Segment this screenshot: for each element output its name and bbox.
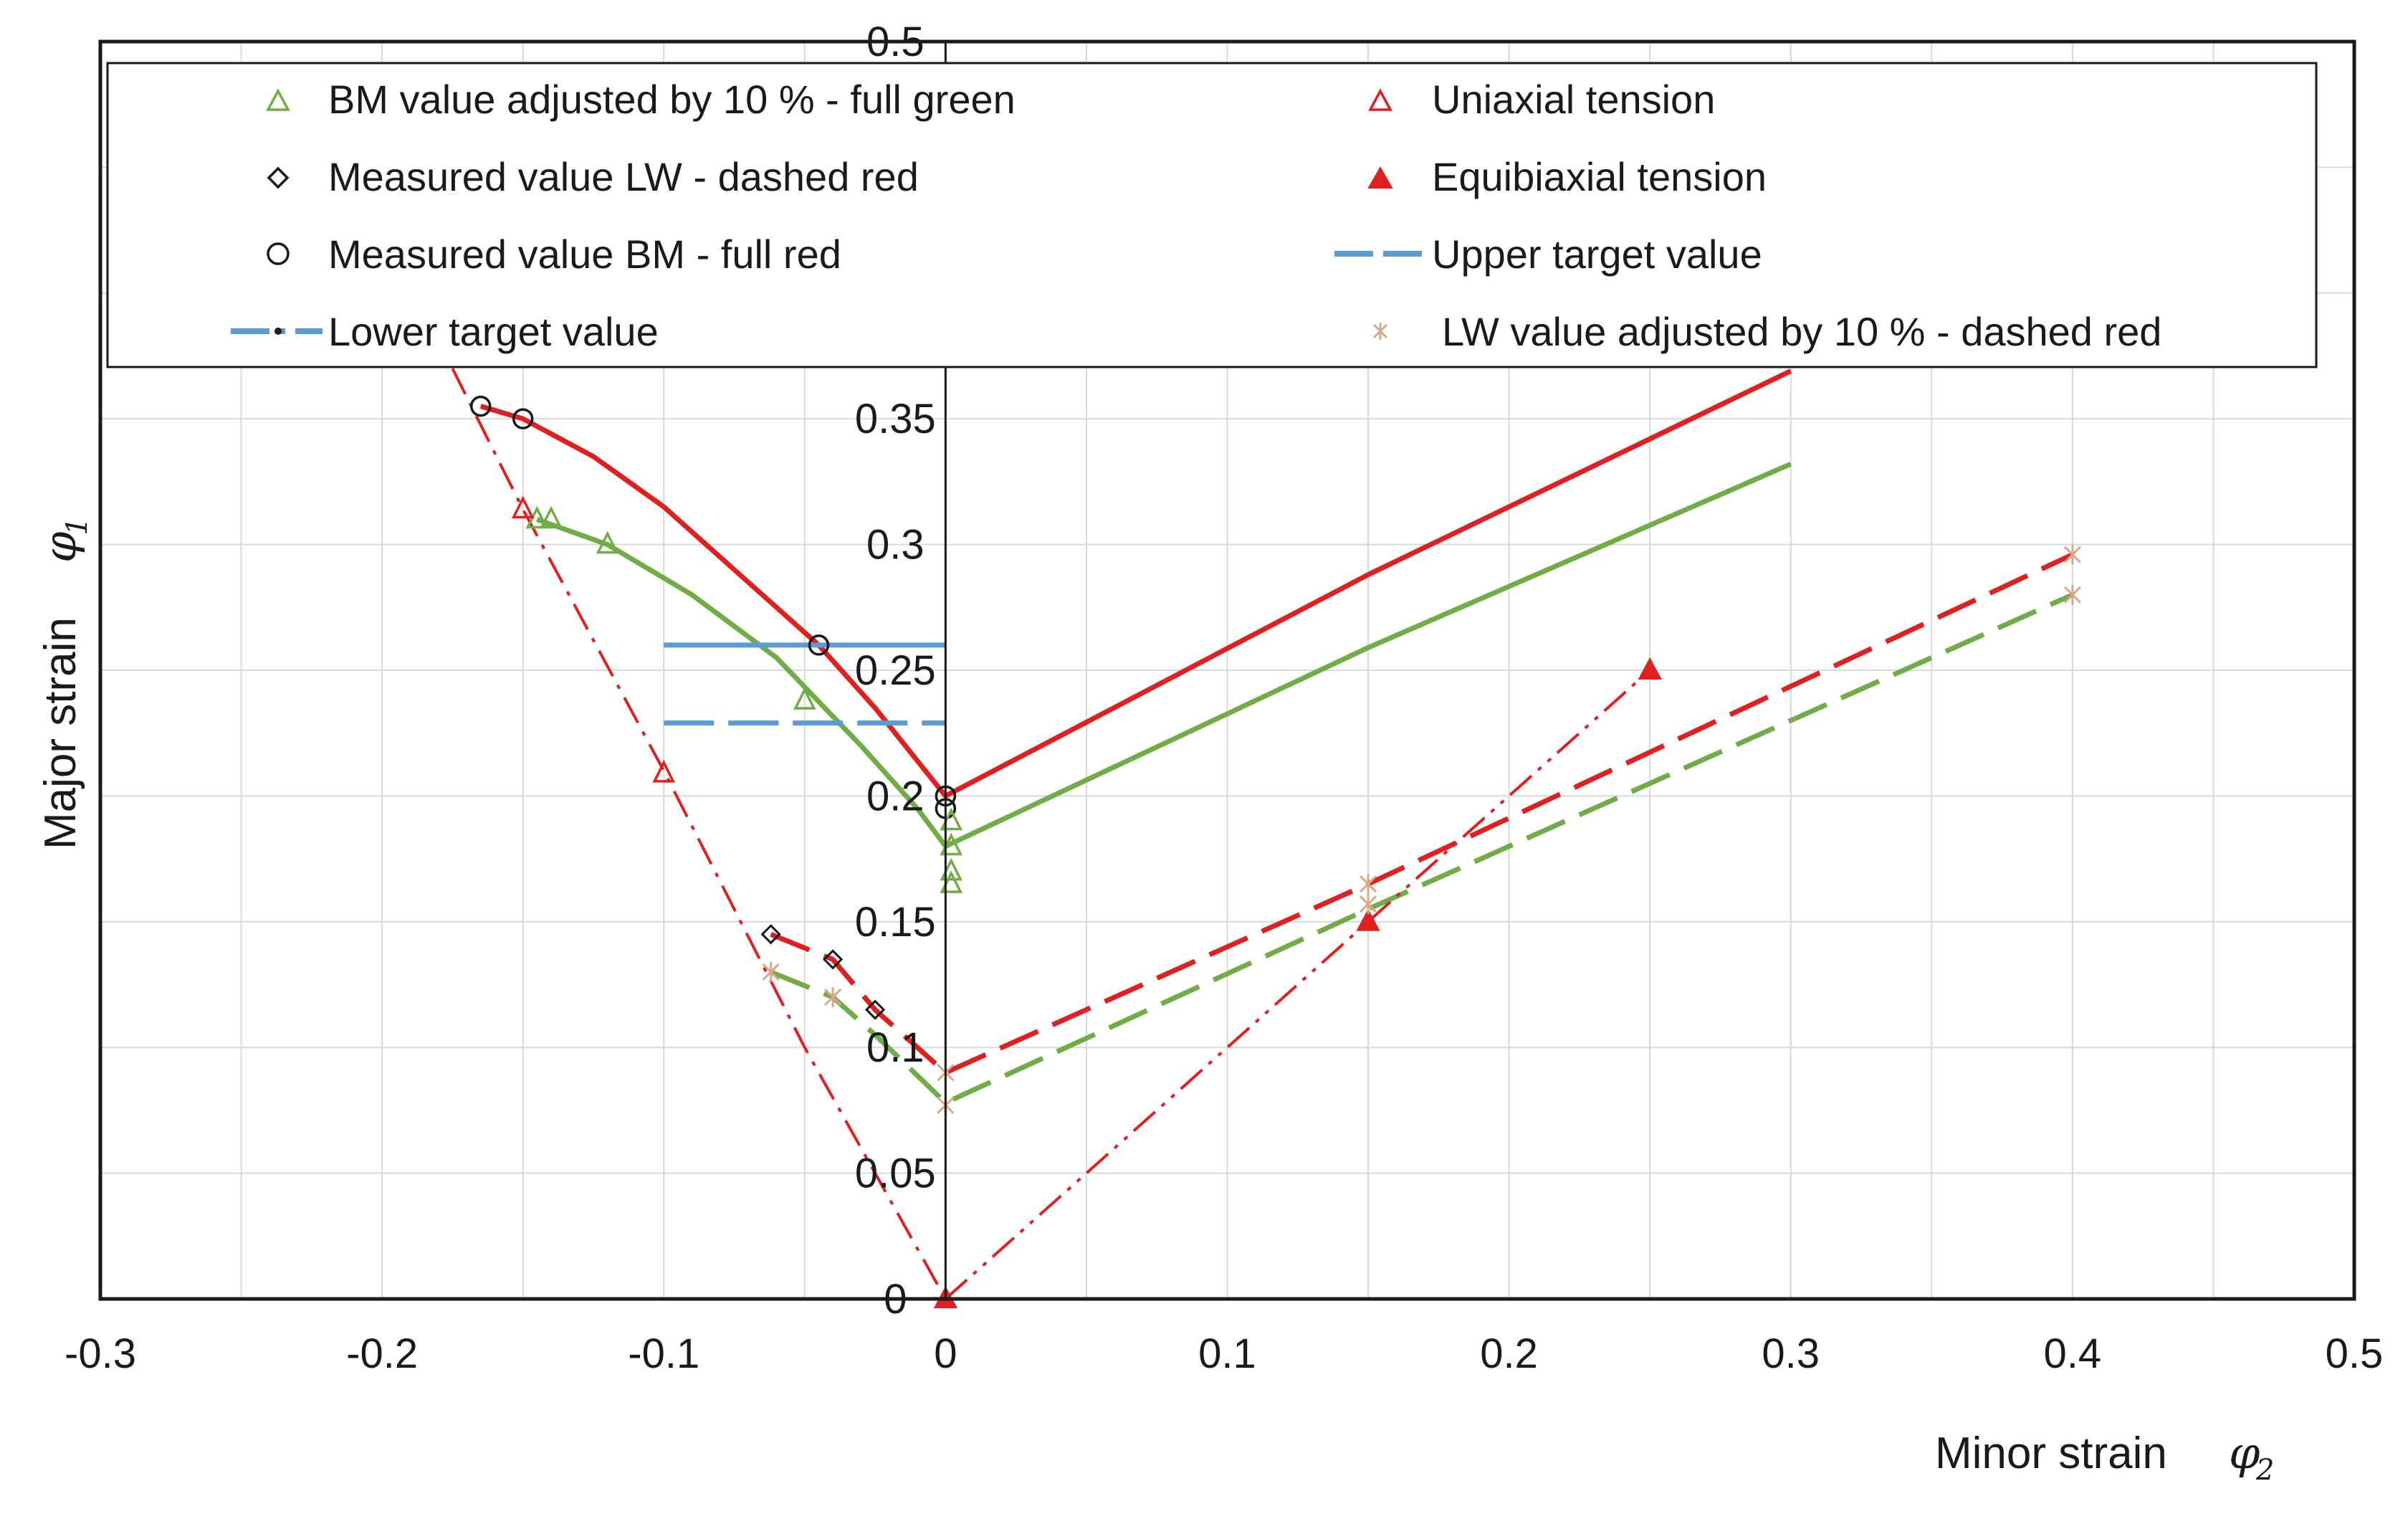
series-line-2 xyxy=(770,552,2074,1075)
y-axis-subscript: 1 xyxy=(61,518,94,535)
y-tick-label: 0.15 xyxy=(855,899,936,946)
marker-bm-adjusted xyxy=(540,505,563,529)
marker-bm-measured xyxy=(512,408,534,429)
legend-label-lw-measured: Measured value LW - dashed red xyxy=(328,154,919,199)
legend-label-lw-adjusted: LW value adjusted by 10 % - dashed red xyxy=(1442,309,2161,354)
x-tick-label: 0.2 xyxy=(1480,1330,1538,1377)
x-tick-label: 0 xyxy=(934,1330,957,1377)
tick-labels: -0.3 -0.2 -0.1 0 0.1 0.2 0.3 0.4 0.5 0 0.05 0.1 0.15… xyxy=(64,19,2383,1377)
marker-group xyxy=(469,395,2081,1308)
legend: BM value adjusted by 10 % - full green U… xyxy=(106,62,2318,368)
series-line-0 xyxy=(479,368,1792,799)
marker-lw-measured xyxy=(823,949,844,970)
marker-lw-adjusted xyxy=(1360,874,1377,895)
marker-lw-measured xyxy=(760,924,781,945)
x-axis-symbol: φ xyxy=(2229,1427,2260,1479)
y-tick-label: 0.5 xyxy=(866,19,924,65)
y-tick-label: 0.3 xyxy=(866,522,924,568)
marker-lw-measured xyxy=(864,999,886,1020)
marker-lw-adjusted xyxy=(2063,544,2081,565)
x-axis-subscript: 2 xyxy=(2255,1454,2274,1487)
y-tick-label: 0.1 xyxy=(866,1024,924,1071)
x-tick-label: -0.3 xyxy=(64,1330,136,1377)
y-tick-label: 0.35 xyxy=(855,396,936,442)
legend-label-equibiaxial: Equibiaxial tension xyxy=(1432,154,1767,199)
x-tick-label: -0.1 xyxy=(628,1330,699,1377)
x-axis-title: Minor strain xyxy=(1935,1429,2167,1478)
series-line-4 xyxy=(451,368,947,1300)
y-tick-label: 0.05 xyxy=(855,1151,936,1197)
x-tick-label: 0.3 xyxy=(1762,1330,1820,1377)
legend-icon-lw-measured xyxy=(267,166,290,189)
y-axis-symbol: φ xyxy=(34,531,86,563)
legend-icon-bm-measured xyxy=(267,242,290,265)
legend-icon-equibiaxial xyxy=(1367,166,1393,189)
marker-equibiaxial xyxy=(1638,657,1662,680)
y-axis-title: Major strain xyxy=(36,617,85,849)
legend-icon-uniaxial xyxy=(1368,88,1392,111)
marker-equibiaxial xyxy=(1356,908,1380,931)
plot-frame xyxy=(98,39,2356,1301)
series-group xyxy=(451,368,2074,1300)
x-tick-label: 0.4 xyxy=(2044,1330,2102,1377)
marker-lw-adjusted xyxy=(1360,894,1377,915)
marker-bm-measured xyxy=(469,395,492,417)
legend-icon-lw-adjusted xyxy=(1372,323,1388,340)
y-tick-label: 0.25 xyxy=(855,647,936,694)
series-line-5 xyxy=(945,669,1651,1300)
series-line-1 xyxy=(536,462,1792,849)
x-tick-label: 0.1 xyxy=(1198,1330,1256,1377)
marker-bm-adjusted xyxy=(596,530,619,554)
legend-icon-lower-target-dot xyxy=(274,328,282,335)
marker-lw-adjusted xyxy=(2063,584,2081,605)
legend-box xyxy=(106,62,2318,368)
legend-icon-bm-adjusted xyxy=(266,88,290,111)
series-line-3 xyxy=(770,592,2074,1105)
y-tick-label: 0.2 xyxy=(866,773,924,819)
marker-bm-adjusted xyxy=(793,687,816,710)
legend-label-upper-target: Upper target value xyxy=(1432,232,1762,277)
legend-label-bm-measured: Measured value BM - full red xyxy=(328,232,841,277)
marker-lw-adjusted xyxy=(824,987,842,1008)
x-tick-label: 0.5 xyxy=(2326,1330,2384,1377)
y-tick-label: 0 xyxy=(884,1276,907,1323)
legend-label-bm-adjusted: BM value adjusted by 10 % - full green xyxy=(328,77,1016,122)
x-tick-label: -0.2 xyxy=(346,1330,418,1377)
legend-label-lower-target: Lower target value xyxy=(328,309,659,354)
marker-uniaxial xyxy=(652,759,676,783)
marker-bm-measured xyxy=(808,634,830,656)
marker-uniaxial xyxy=(511,495,535,519)
legend-label-uniaxial: Uniaxial tension xyxy=(1432,77,1715,122)
marker-lw-adjusted xyxy=(762,961,780,982)
